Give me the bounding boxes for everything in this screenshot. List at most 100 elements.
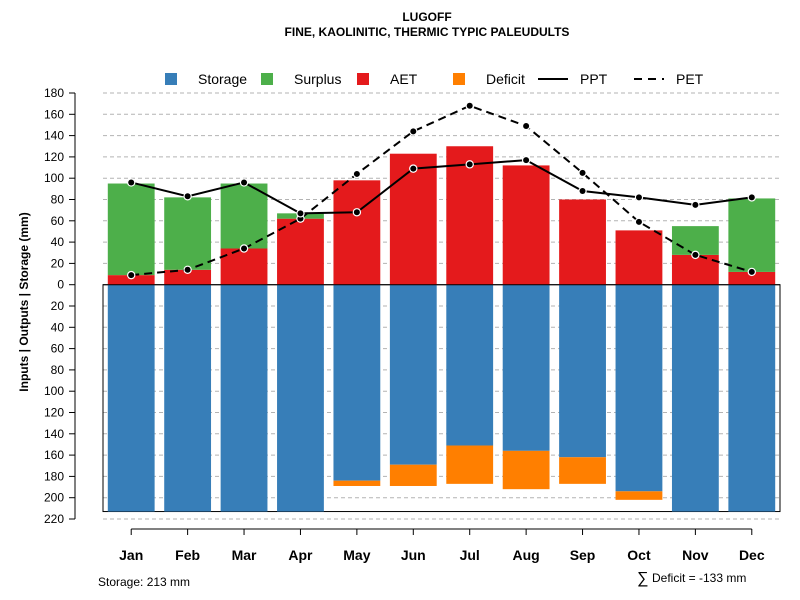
pet-line	[131, 104, 753, 277]
surplus-bar	[107, 183, 155, 276]
y-tick-label: 120	[44, 150, 64, 164]
storage-bar	[728, 284, 776, 512]
x-tick-label: Feb	[175, 547, 200, 563]
deficit-bar	[446, 445, 494, 484]
aet-bar	[502, 165, 550, 285]
pet-point	[579, 169, 586, 176]
ppt-point	[466, 161, 473, 168]
axes: 1801601401201008060402002040608010012014…	[44, 86, 765, 563]
pet-point	[241, 245, 248, 252]
y-tick-label: 160	[44, 448, 64, 462]
pet-point	[635, 218, 642, 225]
legend-swatch-deficit	[453, 73, 465, 85]
pet-point	[748, 268, 755, 275]
ppt-point	[241, 179, 248, 186]
chart-subtitle: FINE, KAOLINITIC, THERMIC TYPIC PALEUDUL…	[285, 25, 570, 39]
surplus-bar	[728, 198, 776, 272]
y-tick-label: 40	[51, 320, 65, 334]
pet-point	[184, 266, 191, 273]
storage-bar	[220, 284, 268, 512]
x-tick-label: Jan	[119, 547, 143, 563]
legend-swatch-storage	[165, 73, 177, 85]
deficit-bar	[502, 450, 550, 490]
storage-bar	[615, 284, 663, 492]
x-tick-label: Jun	[401, 547, 426, 563]
gridlines	[103, 92, 780, 520]
x-tick-label: Oct	[627, 547, 651, 563]
legend-swatch-aet	[357, 73, 369, 85]
x-tick-label: Aug	[513, 547, 540, 563]
y-tick-label: 180	[44, 86, 64, 100]
aet-bar	[107, 275, 155, 285]
legend-swatch-surplus	[261, 73, 273, 85]
y-tick-label: 100	[44, 171, 64, 185]
x-tick-label: Jul	[460, 547, 480, 563]
aet-bar	[220, 248, 268, 285]
pet-point	[128, 272, 135, 279]
ppt-point	[128, 179, 135, 186]
surplus-bar	[671, 226, 719, 255]
storage-bar	[333, 284, 381, 481]
surplus-bar	[220, 183, 268, 249]
legend-label-storage: Storage	[198, 71, 247, 87]
aet-bar	[333, 180, 381, 285]
legend-label-deficit: Deficit	[486, 71, 525, 87]
x-tick-label: Apr	[288, 547, 313, 563]
y-tick-label: 40	[51, 235, 65, 249]
aet-bar	[615, 230, 663, 285]
y-tick-label: 160	[44, 107, 64, 121]
aet-bar	[446, 146, 494, 285]
y-tick-label: 80	[51, 363, 65, 377]
aet-bar	[164, 269, 212, 285]
ppt-point	[184, 193, 191, 200]
storage-footnote: Storage: 213 mm	[98, 575, 190, 589]
ppt-point	[353, 209, 360, 216]
ppt-point	[410, 165, 417, 172]
aet-bar	[728, 271, 776, 285]
legend-label-surplus: Surplus	[294, 71, 341, 87]
legend-label-ppt: PPT	[580, 71, 608, 87]
deficit-bar	[333, 480, 381, 486]
x-tick-label: Sep	[570, 547, 596, 563]
storage-bar	[559, 284, 606, 458]
y-tick-label: 20	[51, 256, 65, 270]
y-tick-label: 200	[44, 491, 64, 505]
aet-bar	[671, 254, 719, 285]
storage-bar	[671, 284, 719, 512]
legend-label-pet: PET	[676, 71, 704, 87]
x-tick-label: Nov	[682, 547, 709, 563]
legend: Storage Surplus AET Deficit PPT PET	[165, 71, 704, 87]
ppt-point	[692, 201, 699, 208]
storage-bar	[107, 284, 155, 512]
deficit-bar	[615, 491, 663, 500]
bars	[102, 146, 781, 513]
ppt-point	[297, 210, 304, 217]
y-tick-label: 100	[44, 384, 64, 398]
y-tick-label: 60	[51, 214, 65, 228]
aet-bar	[389, 153, 437, 285]
y-tick-label: 0	[57, 278, 64, 292]
y-tick-label: 220	[44, 512, 64, 526]
x-tick-label: Dec	[739, 547, 765, 563]
legend-label-aet: AET	[390, 71, 418, 87]
aet-bar	[559, 199, 606, 285]
ppt-point	[579, 187, 586, 194]
aet-bar	[277, 218, 324, 285]
storage-bar	[502, 284, 550, 451]
deficit-bar	[389, 464, 437, 486]
pet-point	[466, 102, 473, 109]
y-tick-label: 80	[51, 193, 65, 207]
pet-point	[410, 128, 417, 135]
deficit-bar	[559, 457, 606, 484]
y-tick-label: 60	[51, 342, 65, 356]
y-tick-label: 180	[44, 469, 64, 483]
pet-point	[353, 170, 360, 177]
y-tick-label: 140	[44, 427, 64, 441]
y-tick-label: 20	[51, 299, 65, 313]
y-tick-label: 120	[44, 406, 64, 420]
ppt-point	[635, 194, 642, 201]
ppt-point	[748, 194, 755, 201]
y-axis-label: Inputs | Outputs | Storage (mm)	[17, 212, 31, 391]
ppt-line	[130, 159, 752, 215]
